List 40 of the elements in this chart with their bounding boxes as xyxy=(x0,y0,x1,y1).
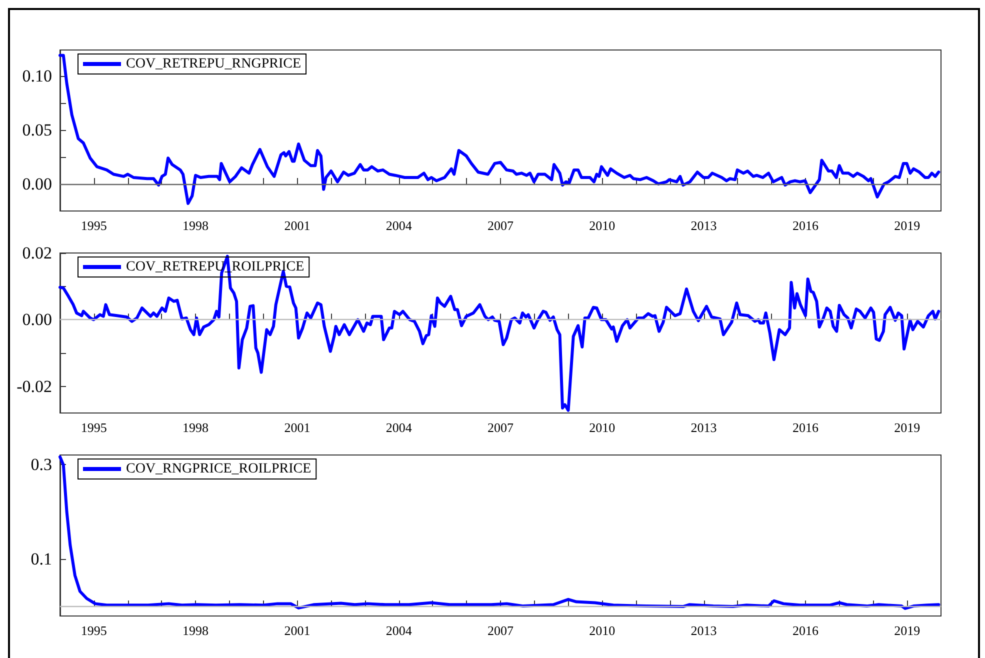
y-tick-label: 0.00 xyxy=(22,174,52,194)
x-tick-label: 2007 xyxy=(488,218,514,233)
x-tick-label: 2001 xyxy=(284,420,310,435)
x-tick-label: 2013 xyxy=(690,218,717,233)
x-tick-label: 2016 xyxy=(792,218,819,233)
line-series xyxy=(58,254,940,412)
x-tick-label: 2007 xyxy=(488,420,514,435)
x-tick-label: 1995 xyxy=(80,623,107,638)
y-tick-label: 0.1 xyxy=(30,550,52,569)
line-series xyxy=(58,54,940,205)
x-tick-label: 1998 xyxy=(182,218,209,233)
line-series xyxy=(58,455,940,610)
y-tick-label: 0.02 xyxy=(22,244,52,262)
x-tick-label: 2007 xyxy=(488,623,514,638)
x-tick-label: 1998 xyxy=(182,623,209,638)
x-tick-label: 2013 xyxy=(690,420,717,435)
x-tick-label: 2010 xyxy=(589,420,616,435)
x-tick-label: 2004 xyxy=(386,218,412,233)
legend-label: COV_RETREPU_RNGPRICE xyxy=(126,56,302,72)
x-tick-label: 2019 xyxy=(894,420,920,435)
y-tick-label: 0.10 xyxy=(22,66,52,86)
x-tick-label: 2004 xyxy=(386,420,412,435)
x-tick-label: 2019 xyxy=(894,218,920,233)
x-tick-label: 2019 xyxy=(894,623,920,638)
y-tick-label: -0.02 xyxy=(16,376,52,396)
x-tick-label: 2016 xyxy=(792,420,819,435)
x-tick-label: 2001 xyxy=(284,623,310,638)
y-tick-label: 0.05 xyxy=(22,120,52,140)
x-tick-label: 2010 xyxy=(589,218,616,233)
x-tick-label: 2004 xyxy=(386,623,412,638)
y-tick-label: 0.00 xyxy=(22,310,52,330)
x-tick-label: 1998 xyxy=(182,420,209,435)
x-tick-label: 2001 xyxy=(284,218,310,233)
legend-label: COV_RNGPRICE_ROILPRICE xyxy=(126,462,312,476)
y-tick-label: 0.3 xyxy=(30,454,52,474)
x-tick-label: 2013 xyxy=(690,623,717,638)
x-tick-label: 1995 xyxy=(80,218,107,233)
x-tick-label: 2016 xyxy=(792,623,819,638)
x-tick-label: 2010 xyxy=(589,623,616,638)
x-tick-label: 1995 xyxy=(80,420,107,435)
